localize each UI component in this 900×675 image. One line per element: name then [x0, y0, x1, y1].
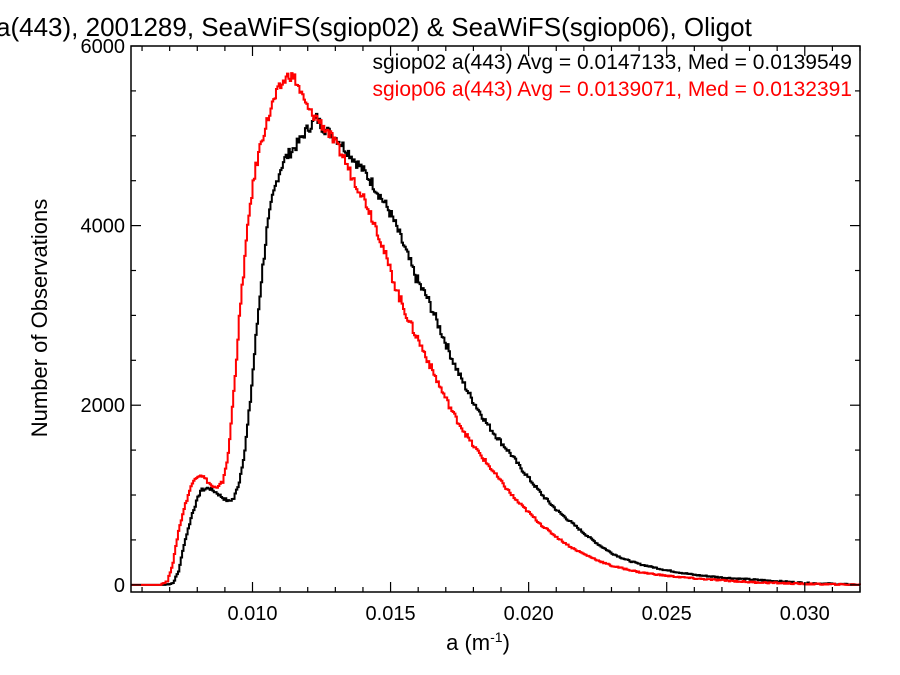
x-tick-label: 0.025: [642, 603, 692, 625]
chart-title: a(443), 2001289, SeaWiFS(sgiop02) & SeaW…: [0, 12, 753, 42]
x-tick-label: 0.010: [227, 603, 277, 625]
series-layer: [131, 72, 861, 586]
y-tick-label: 4000: [81, 216, 126, 238]
x-tick-label: 0.020: [504, 603, 554, 625]
x-tick-label: 0.030: [780, 603, 830, 625]
y-tick-label: 2000: [81, 395, 126, 417]
y-tick-label: 6000: [81, 36, 126, 58]
y-axis-label: Number of Observations: [27, 199, 52, 437]
y-tick-label: 0: [114, 575, 125, 597]
x-tick-label: 0.015: [366, 603, 416, 625]
legend: sgiop02 a(443) Avg = 0.0147133, Med = 0.…: [372, 51, 852, 101]
x-axis-label-superscript: -1: [490, 629, 503, 645]
legend-entry-sgiop06: sgiop06 a(443) Avg = 0.0139071, Med = 0.…: [372, 78, 852, 101]
series-line-2: [131, 72, 861, 586]
x-axis-label: a (m-1): [446, 629, 510, 655]
tick-layer: 0.010 0.015 0.020 0.025 0.030 0 2000 4000 6000: [81, 36, 861, 625]
series-line-1: [131, 112, 860, 586]
legend-entry-sgiop02: sgiop02 a(443) Avg = 0.0147133, Med = 0.…: [372, 51, 852, 74]
plot-frame: [130, 45, 861, 593]
